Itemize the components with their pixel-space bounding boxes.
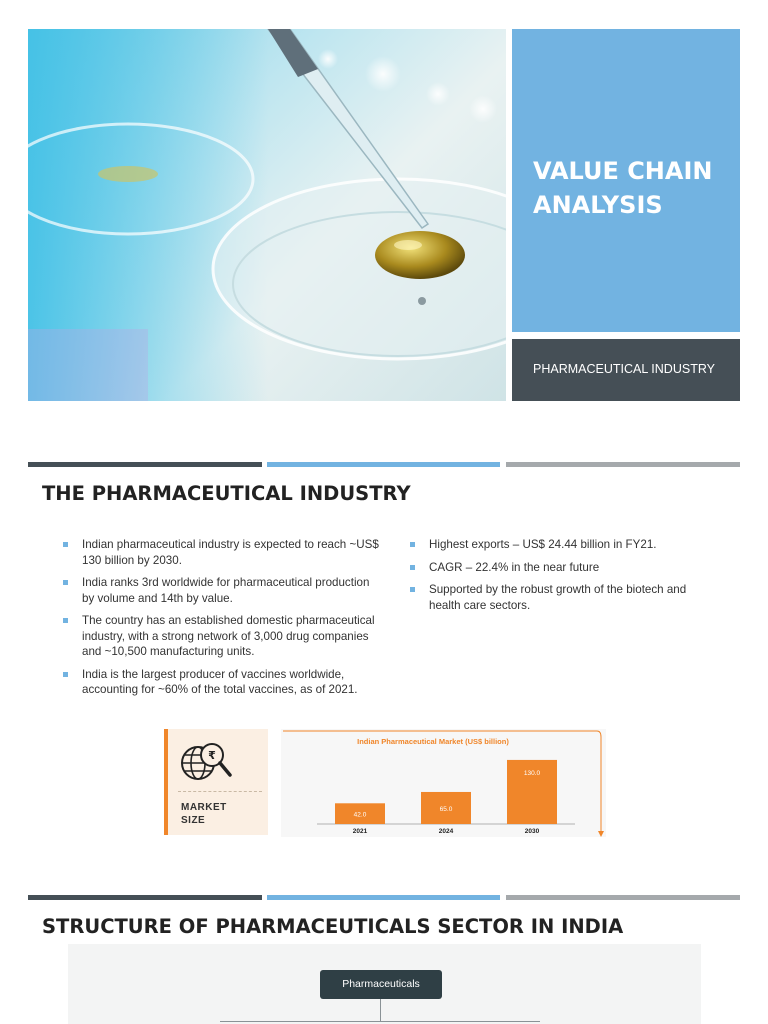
industry-title: THE PHARMACEUTICAL INDUSTRY	[42, 482, 411, 505]
bullet-square-icon	[63, 580, 68, 585]
market-size-label: MARKET SIZE	[181, 802, 227, 826]
section-divider	[28, 462, 740, 467]
connector-horizontal	[220, 1021, 540, 1022]
divider-segment-blue	[267, 895, 500, 900]
market-size-card: ₹ MARKET SIZE	[164, 729, 268, 835]
list-item: India ranks 3rd worldwide for pharmaceut…	[63, 575, 379, 606]
left-bullet-list: Indian pharmaceutical industry is expect…	[63, 537, 379, 705]
bullet-square-icon	[410, 542, 415, 547]
market-bar-chart: Indian Pharmaceutical Market (US$ billio…	[283, 730, 604, 837]
bar-value-label: 42.0	[354, 812, 367, 819]
list-item: CAGR – 22.4% in the near future	[410, 560, 710, 576]
card-separator	[178, 791, 262, 792]
divider-segment-gray	[506, 462, 740, 467]
divider-segment-dark	[28, 462, 262, 467]
globe-magnifier-rupee-icon: ₹	[181, 743, 232, 780]
section-divider-2	[28, 895, 740, 900]
x-tick-label: 2021	[353, 828, 368, 835]
list-item: The country has an established domestic …	[63, 613, 379, 660]
bar-2030	[507, 759, 557, 824]
cover-title: VALUE CHAIN ANALYSIS	[533, 157, 713, 219]
list-item: Highest exports – US$ 24.44 billion in F…	[410, 537, 710, 553]
bar-value-label: 65.0	[440, 806, 453, 813]
cover-subtitle: PHARMACEUTICAL INDUSTRY	[533, 362, 715, 376]
bar-value-label: 130.0	[524, 770, 541, 777]
bar-2024	[421, 791, 471, 824]
bullet-square-icon	[410, 564, 415, 570]
svg-text:₹: ₹	[208, 749, 216, 762]
market-chart-panel: Indian Pharmaceutical Market (US$ billio…	[281, 729, 606, 837]
structure-title: STRUCTURE OF PHARMACEUTICALS SECTOR IN I…	[42, 915, 624, 938]
list-item: Supported by the robust growth of the bi…	[410, 582, 710, 613]
right-bullet-list: Highest exports – US$ 24.44 billion in F…	[410, 537, 710, 620]
connector-vertical	[380, 999, 381, 1021]
bullet-square-icon	[63, 618, 68, 623]
list-item: Indian pharmaceutical industry is expect…	[63, 537, 379, 568]
bar-2021	[335, 803, 385, 824]
bullet-square-icon	[63, 671, 68, 677]
divider-segment-blue	[267, 462, 500, 467]
divider-segment-gray	[506, 895, 740, 900]
pipette-petri-dish-illustration	[28, 29, 506, 401]
chart-title: Indian Pharmaceutical Market (US$ billio…	[357, 737, 509, 746]
divider-segment-dark	[28, 895, 262, 900]
node-pharmaceuticals: Pharmaceuticals	[320, 970, 442, 999]
cover-title-panel: VALUE CHAIN ANALYSIS	[512, 29, 740, 332]
structure-diagram: Pharmaceuticals	[68, 944, 701, 1024]
list-item: India is the largest producer of vaccine…	[63, 667, 379, 698]
x-tick-label: 2024	[439, 828, 454, 835]
cover-subtitle-panel: PHARMACEUTICAL INDUSTRY	[512, 339, 740, 401]
bullet-square-icon	[410, 587, 415, 592]
x-tick-label: 2030	[525, 828, 540, 835]
hero-lab-image	[28, 29, 506, 401]
bullet-square-icon	[63, 542, 68, 547]
